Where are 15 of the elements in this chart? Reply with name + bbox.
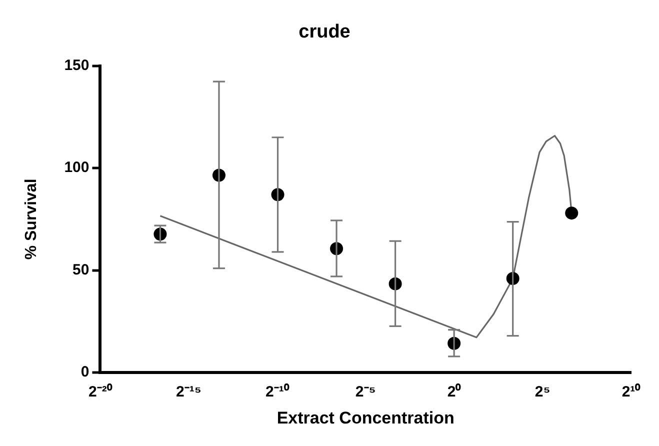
x-tick-label: 2⁵ xyxy=(534,384,550,401)
y-tick-label: 50 xyxy=(72,261,90,278)
x-tick-label: 2¹⁰ xyxy=(622,382,642,401)
y-tick-label: 100 xyxy=(64,159,90,176)
x-tick-label: 2⁻⁵ xyxy=(355,384,376,401)
chart-title: crude xyxy=(298,22,350,43)
y-tick-label: 0 xyxy=(80,364,90,381)
x-tick-label: 2⁰ xyxy=(447,382,462,401)
point xyxy=(565,206,578,220)
x-axis-title: Extract Concentration xyxy=(276,408,454,428)
x-tick-label: 2⁻²⁰ xyxy=(88,382,113,401)
x-tick-label: 2⁻¹⁵ xyxy=(176,384,202,401)
x-tick-label: 2⁻¹⁰ xyxy=(265,382,290,401)
y-tick-label: 150 xyxy=(64,56,90,74)
y-axis-title: % Survival xyxy=(23,178,40,260)
